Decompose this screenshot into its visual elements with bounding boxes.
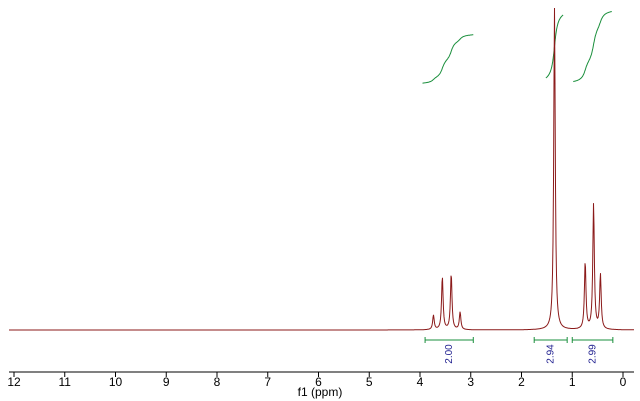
- integral-value-label: 2.94: [546, 344, 557, 364]
- integral-curves: [422, 11, 612, 84]
- integral-curve: [573, 11, 612, 83]
- x-axis-ticks: 12 11 10 9 8 7 6 5 4 3 2 1 0: [7, 372, 627, 389]
- x-tick-label: 12: [7, 375, 21, 389]
- x-tick-label: 10: [109, 375, 123, 389]
- x-tick-label: 11: [59, 375, 72, 389]
- x-tick-label: 5: [366, 375, 373, 389]
- integral-value-label: 2.99: [588, 344, 599, 364]
- integral-bars: 2.00 2.94 2.99: [424, 337, 614, 364]
- x-tick-label: 8: [214, 375, 221, 389]
- x-tick-label: 2: [518, 375, 525, 389]
- x-axis-title: f1 (ppm): [298, 385, 343, 399]
- x-tick-label: 1: [569, 375, 576, 389]
- x-tick-label: 0: [620, 375, 627, 389]
- integral-value-label: 2.00: [444, 344, 455, 364]
- x-tick-label: 6: [315, 375, 322, 389]
- x-tick-label: 9: [163, 375, 170, 389]
- spectrum-line: [9, 7, 634, 331]
- x-tick-label: 4: [417, 375, 424, 389]
- x-tick-label: 3: [467, 375, 474, 389]
- integral-curve: [422, 34, 474, 84]
- x-tick-label: 7: [264, 375, 271, 389]
